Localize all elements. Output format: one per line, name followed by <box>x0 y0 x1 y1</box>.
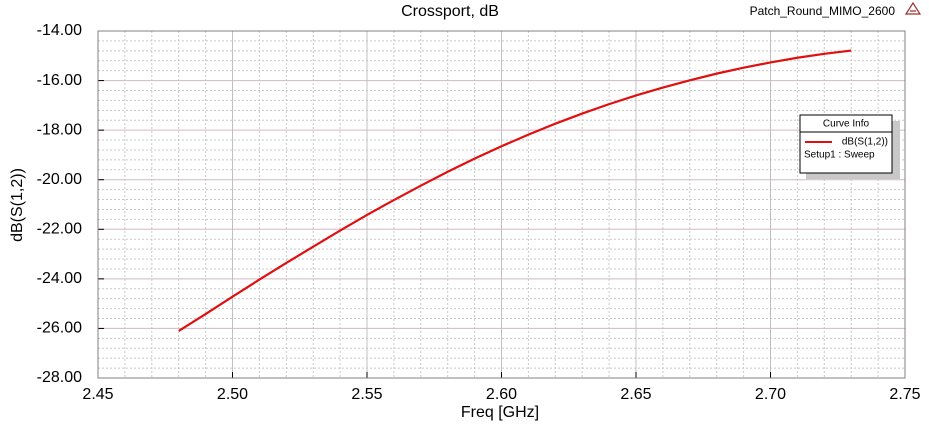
plot-border <box>97 30 906 379</box>
series-line <box>178 49 852 332</box>
project-name: Patch_Round_MIMO_2600 <box>750 4 896 18</box>
y-tick-label: -18.00 <box>37 121 82 138</box>
x-tick-label: 2.45 <box>82 386 113 403</box>
legend-entry: dB(S(1,2)) <box>842 137 888 148</box>
legend-box <box>799 114 893 174</box>
grid: 2.45 2.50 2.55 2.60 2.65 2.70 2.75 -28.00 -26.00… <box>37 22 921 403</box>
y-tick-label: -28.00 <box>37 369 82 386</box>
legend: Curve Info dB(S(1,2)) Setup1 : Sweep <box>799 114 900 179</box>
x-tick-label: 2.60 <box>486 386 517 403</box>
y-tick-label: -14.00 <box>37 22 82 39</box>
y-tick-label: -26.00 <box>37 320 82 337</box>
x-tick-label: 2.65 <box>620 386 651 403</box>
y-axis-title: dB(S(1,2)) <box>9 168 26 242</box>
y-tick-label: -20.00 <box>37 171 82 188</box>
y-tick-label: -22.00 <box>37 221 82 238</box>
chart-title: Crossport, dB <box>401 3 499 20</box>
legend-title: Curve Info <box>823 119 870 130</box>
x-tick-label: 2.55 <box>351 386 382 403</box>
app-logo <box>904 1 922 15</box>
plot <box>178 49 852 332</box>
x-tick-label: 2.70 <box>755 386 786 403</box>
y-tick-label: -24.00 <box>37 270 82 287</box>
x-tick-label: 2.75 <box>889 386 920 403</box>
y-tick-label: -16.00 <box>37 72 82 89</box>
x-tick-label: 2.50 <box>217 386 248 403</box>
legend-subtitle: Setup1 : Sweep <box>804 150 875 161</box>
x-axis-title: Freq [GHz] <box>461 404 539 421</box>
